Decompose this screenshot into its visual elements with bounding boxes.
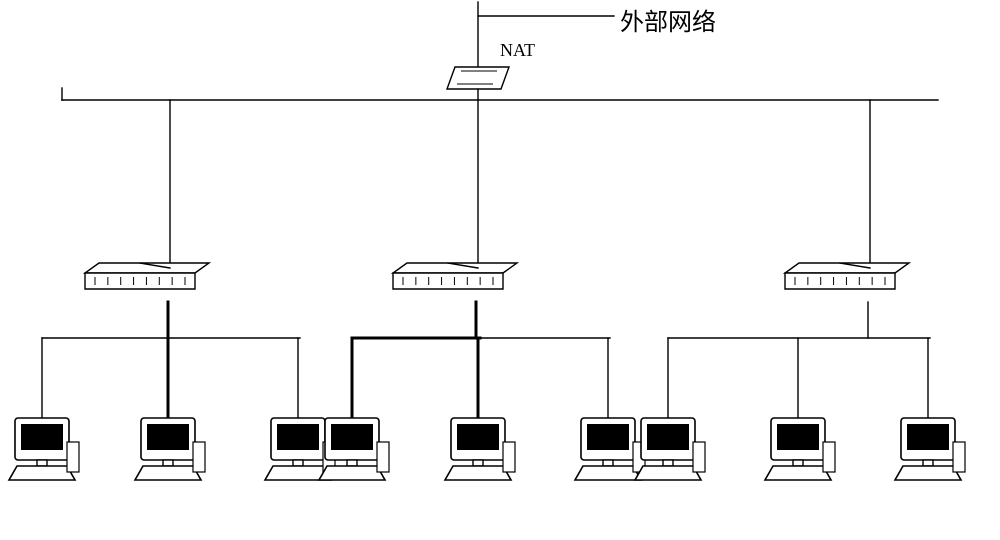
computer-icon <box>635 418 705 480</box>
computer-icon <box>575 418 645 480</box>
switch-icon <box>785 263 909 289</box>
nat-router-icon <box>447 67 509 89</box>
computer-icon <box>445 418 515 480</box>
computer-icon <box>9 418 79 480</box>
network-diagram <box>0 0 1000 540</box>
nat-label: NAT <box>500 40 535 61</box>
computer-icon <box>765 418 835 480</box>
computer-icon <box>135 418 205 480</box>
switch-icon <box>393 263 517 289</box>
computer-icon <box>895 418 965 480</box>
switch-icon <box>85 263 209 289</box>
external-network-label: 外部网络 <box>620 2 716 37</box>
computer-icon <box>319 418 389 480</box>
